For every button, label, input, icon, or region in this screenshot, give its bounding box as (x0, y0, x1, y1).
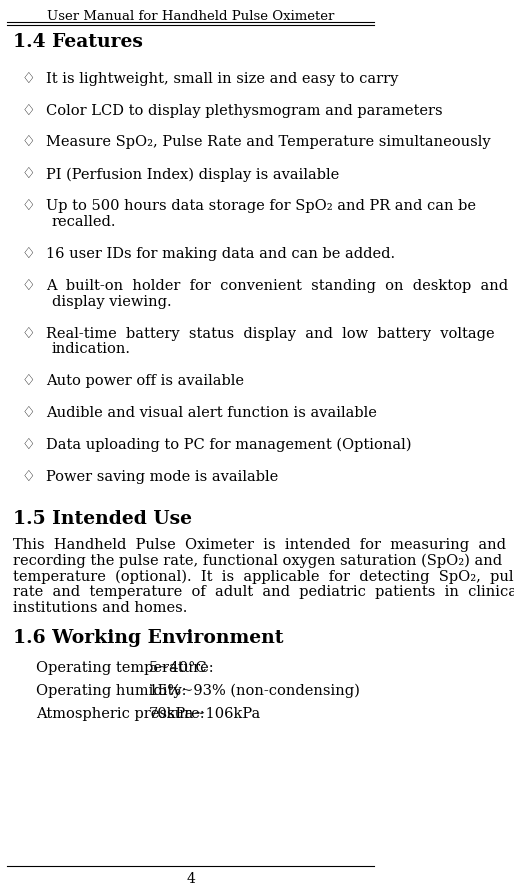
Text: 15%~93% (non-condensing): 15%~93% (non-condensing) (149, 684, 359, 698)
Text: 1.4 Features: 1.4 Features (13, 33, 143, 51)
Text: ♢: ♢ (22, 199, 35, 213)
Text: display viewing.: display viewing. (52, 294, 172, 308)
Text: ♢: ♢ (22, 470, 35, 484)
Text: temperature  (optional).  It  is  applicable  for  detecting  SpO₂,  pulse: temperature (optional). It is applicable… (13, 570, 514, 584)
Text: Data uploading to PC for management (Optional): Data uploading to PC for management (Opt… (46, 438, 412, 453)
Text: Measure SpO₂, Pulse Rate and Temperature simultaneously: Measure SpO₂, Pulse Rate and Temperature… (46, 135, 491, 149)
Text: Real-time  battery  status  display  and  low  battery  voltage: Real-time battery status display and low… (46, 326, 494, 340)
Text: 5~40°C: 5~40°C (149, 661, 207, 675)
Text: Up to 500 hours data storage for SpO₂ and PR and can be: Up to 500 hours data storage for SpO₂ an… (46, 199, 476, 213)
Text: Operating humidity:: Operating humidity: (35, 684, 186, 698)
Text: ♢: ♢ (22, 326, 35, 340)
Text: User Manual for Handheld Pulse Oximeter: User Manual for Handheld Pulse Oximeter (47, 10, 335, 23)
Text: ♢: ♢ (22, 406, 35, 420)
Text: ♢: ♢ (22, 374, 35, 388)
Text: rate  and  temperature  of  adult  and  pediatric  patients  in  clinical: rate and temperature of adult and pediat… (13, 585, 514, 599)
Text: ♢: ♢ (22, 167, 35, 181)
Text: recording the pulse rate, functional oxygen saturation (SpO₂) and: recording the pulse rate, functional oxy… (13, 554, 503, 568)
Text: ♢: ♢ (22, 279, 35, 292)
Text: ♢: ♢ (22, 438, 35, 452)
Text: Audible and visual alert function is available: Audible and visual alert function is ava… (46, 406, 377, 420)
Text: institutions and homes.: institutions and homes. (13, 601, 188, 615)
Text: Color LCD to display plethysmogram and parameters: Color LCD to display plethysmogram and p… (46, 103, 443, 117)
Text: indication.: indication. (52, 342, 131, 356)
Text: This  Handheld  Pulse  Oximeter  is  intended  for  measuring  and: This Handheld Pulse Oximeter is intended… (13, 538, 506, 551)
Text: 4: 4 (187, 872, 195, 886)
Text: recalled.: recalled. (52, 215, 117, 229)
Text: 16 user IDs for making data and can be added.: 16 user IDs for making data and can be a… (46, 247, 395, 260)
Text: Power saving mode is available: Power saving mode is available (46, 470, 278, 484)
Text: Atmospheric pressure:: Atmospheric pressure: (35, 707, 204, 721)
Text: 70kPa~106kPa: 70kPa~106kPa (149, 707, 261, 721)
Text: 1.6 Working Environment: 1.6 Working Environment (13, 629, 284, 647)
Text: ♢: ♢ (22, 135, 35, 149)
Text: 1.5 Intended Use: 1.5 Intended Use (13, 509, 192, 528)
Text: ♢: ♢ (22, 103, 35, 117)
Text: Operating temperature:: Operating temperature: (35, 661, 213, 675)
Text: It is lightweight, small in size and easy to carry: It is lightweight, small in size and eas… (46, 72, 398, 85)
Text: Auto power off is available: Auto power off is available (46, 374, 244, 388)
Text: PI (Perfusion Index) display is available: PI (Perfusion Index) display is availabl… (46, 167, 339, 181)
Text: A  built-on  holder  for  convenient  standing  on  desktop  and: A built-on holder for convenient standin… (46, 279, 508, 292)
Text: ♢: ♢ (22, 247, 35, 260)
Text: ♢: ♢ (22, 72, 35, 85)
